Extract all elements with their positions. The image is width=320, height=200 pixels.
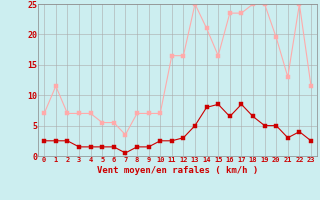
X-axis label: Vent moyen/en rafales ( km/h ): Vent moyen/en rafales ( km/h ) [97, 166, 258, 175]
